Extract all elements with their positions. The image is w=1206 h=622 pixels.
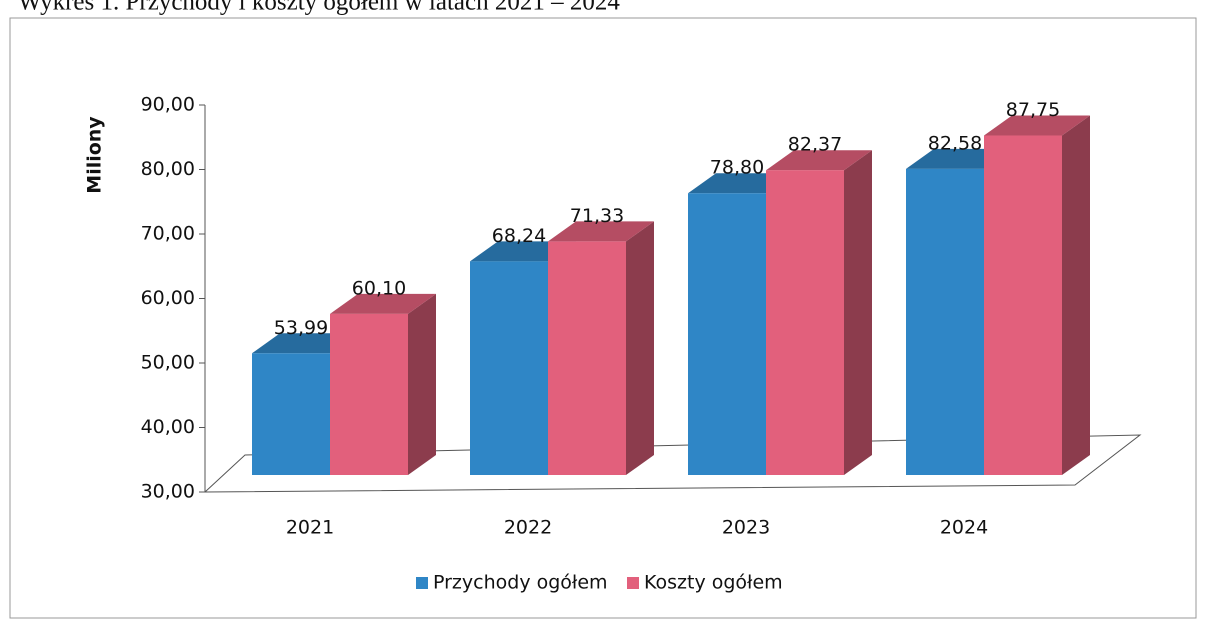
legend-swatch: [627, 577, 639, 589]
y-tick-label: 70,00: [141, 223, 195, 245]
y-tick-label: 50,00: [141, 352, 195, 374]
bar-side: [408, 293, 436, 475]
chart-frame: [9, 17, 1197, 619]
value-label: 78,80: [710, 157, 764, 179]
bar: [984, 115, 1090, 475]
y-tick-label: 60,00: [141, 287, 195, 309]
y-tick-label: 40,00: [141, 416, 195, 438]
bar-front: [766, 170, 844, 475]
bar-front: [252, 353, 330, 475]
y-tick-label: 30,00: [141, 481, 195, 503]
value-label: 82,58: [928, 132, 982, 154]
bar-side: [844, 150, 872, 475]
bar-front: [688, 193, 766, 476]
bar-top: [766, 150, 872, 171]
bar-front: [548, 241, 626, 475]
value-label: 82,37: [788, 134, 842, 156]
legend-label: Przychody ogółem: [433, 572, 608, 594]
bar-front: [906, 168, 984, 475]
legend-swatch: [416, 577, 428, 589]
title-backdrop: [0, 0, 780, 17]
bar-front: [470, 261, 548, 475]
bar-top: [984, 115, 1090, 136]
bar-side: [1062, 115, 1090, 475]
bar-side: [626, 221, 654, 475]
x-tick-label: 2024: [940, 517, 988, 539]
value-label: 87,75: [1006, 99, 1060, 121]
x-tick-label: 2023: [722, 517, 770, 539]
value-label: 68,24: [492, 225, 546, 247]
bar: [766, 150, 872, 475]
legend-label: Koszty ogółem: [644, 572, 783, 594]
y-tick-label: 80,00: [141, 158, 195, 180]
bar: [548, 221, 654, 475]
chart-title: Wykres 1. Przychody i koszty ogółem w la…: [18, 0, 620, 16]
value-label: 71,33: [570, 205, 624, 227]
bar-top: [330, 293, 436, 314]
value-label: 60,10: [352, 277, 406, 299]
bar-front: [330, 313, 408, 475]
x-tick-label: 2021: [286, 517, 334, 539]
bar-front: [984, 135, 1062, 475]
y-axis-label: Miliony: [84, 116, 106, 194]
bar: [330, 293, 436, 475]
bar-top: [548, 221, 654, 242]
value-label: 53,99: [274, 317, 328, 339]
y-tick-label: 90,00: [141, 94, 195, 116]
x-tick-label: 2022: [504, 517, 552, 539]
